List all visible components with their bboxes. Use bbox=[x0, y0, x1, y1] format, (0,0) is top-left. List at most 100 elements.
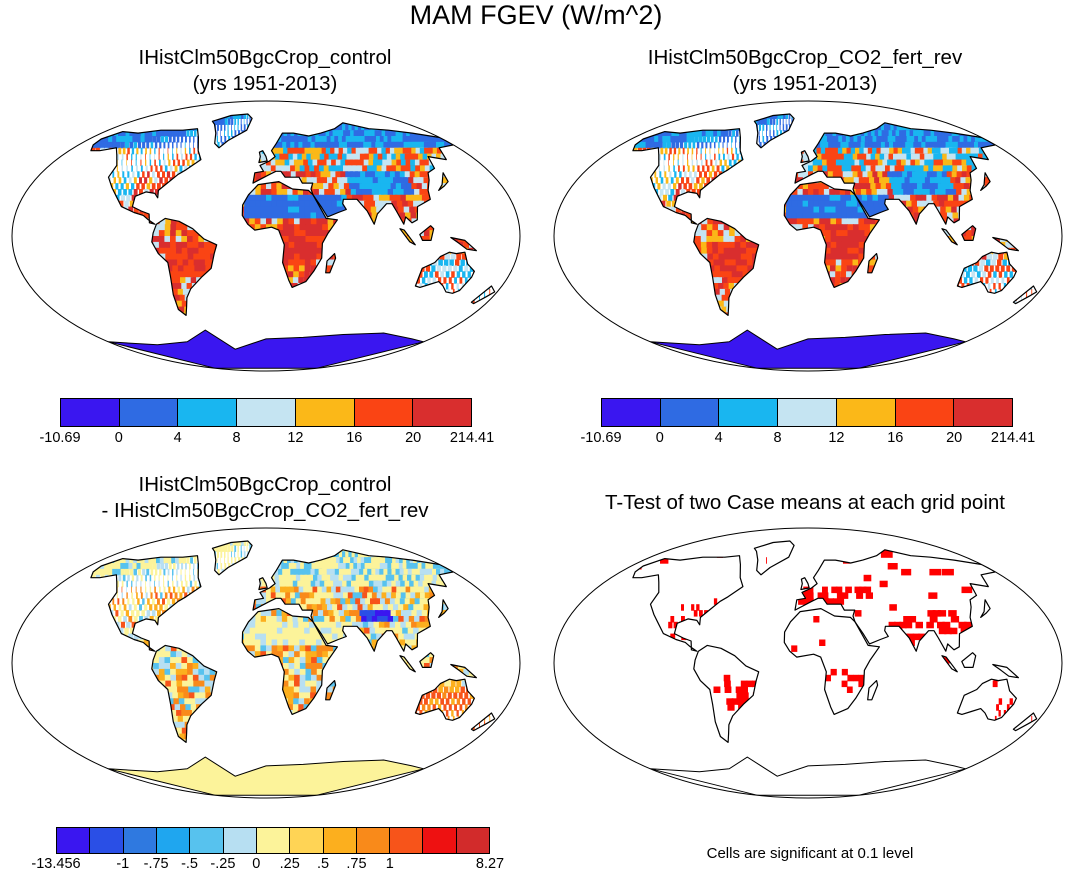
colorbar-abs-2 bbox=[601, 398, 1013, 427]
colorbar-swatch-1 bbox=[660, 399, 720, 426]
panel-3-title: IHistClm50BgcCrop_control - IHistClm50Bg… bbox=[60, 472, 470, 524]
colorbar-diff bbox=[56, 827, 490, 854]
colorbar-swatch-1 bbox=[90, 828, 124, 853]
colorbar-swatch-7 bbox=[290, 828, 324, 853]
colorbar-swatch-2 bbox=[123, 828, 157, 853]
colorbar-swatch-9 bbox=[356, 828, 391, 853]
coast-eurasia bbox=[252, 549, 454, 652]
coastlines bbox=[90, 113, 496, 316]
colorbar-label-8: .75 bbox=[346, 856, 367, 872]
colorbar-label-2: -.75 bbox=[143, 856, 169, 872]
coast-australia bbox=[414, 251, 475, 294]
coast-sumatra bbox=[399, 655, 416, 673]
coast-newguinea bbox=[450, 663, 477, 679]
map-border bbox=[11, 527, 521, 799]
coastlines bbox=[632, 113, 1038, 316]
coast-greenland bbox=[753, 540, 795, 576]
colorbar-label-6: 20 bbox=[405, 430, 422, 446]
colorbar-label-0: -10.69 bbox=[580, 430, 622, 446]
colorbar-label-10: 8.27 bbox=[475, 856, 505, 872]
coast-borneo bbox=[961, 225, 977, 241]
colorbar-label-1: 0 bbox=[655, 430, 664, 446]
colorbar-label-4: 12 bbox=[828, 430, 845, 446]
map-panel-3 bbox=[11, 527, 521, 799]
coast-sumatra bbox=[399, 228, 416, 246]
colorbar-swatch-11 bbox=[423, 828, 457, 853]
coast-madagascar bbox=[325, 680, 337, 701]
coast-greenland bbox=[211, 113, 253, 149]
coast-nz bbox=[470, 712, 496, 732]
colorbar-label-3: 8 bbox=[773, 430, 782, 446]
colorbar-label-2: 4 bbox=[173, 430, 182, 446]
colorbar-swatch-2 bbox=[178, 399, 238, 426]
colorbar-label-5: 0 bbox=[252, 856, 261, 872]
colorbar-swatch-12 bbox=[456, 828, 490, 853]
coast-samerica bbox=[693, 644, 760, 743]
ocean bbox=[554, 528, 1062, 798]
coast-uk bbox=[800, 150, 810, 164]
colorbar-label-0: -13.456 bbox=[31, 856, 81, 872]
coastlines bbox=[90, 540, 496, 743]
coast-japan bbox=[980, 599, 991, 619]
map-border bbox=[553, 100, 1063, 372]
coast-eurasia bbox=[794, 122, 996, 225]
colorbar-swatch-4 bbox=[295, 399, 355, 426]
coast-eurasia bbox=[252, 122, 454, 225]
colorbar-swatch-10 bbox=[390, 828, 424, 853]
colorbar-label-7: 214.41 bbox=[449, 430, 495, 446]
map-panel-1 bbox=[11, 100, 521, 372]
colorbar-label-4: 12 bbox=[287, 430, 304, 446]
colorbar-swatch-6 bbox=[954, 399, 1013, 426]
colorbar-swatch-2 bbox=[719, 399, 779, 426]
coast-borneo bbox=[419, 225, 435, 241]
coast-sumatra bbox=[941, 228, 958, 246]
coast-greenland bbox=[211, 540, 253, 576]
coast-samerica bbox=[151, 217, 218, 316]
panel-1-title-line1: IHistClm50BgcCrop_control bbox=[138, 46, 392, 69]
coast-greenland bbox=[753, 113, 795, 149]
colorbar-swatch-5 bbox=[223, 828, 257, 853]
coast-nz bbox=[1012, 712, 1038, 732]
coast-japan bbox=[980, 172, 991, 192]
colorbar-swatch-6 bbox=[256, 828, 291, 853]
colorbar-label-4: -.25 bbox=[210, 856, 236, 872]
coast-africa bbox=[241, 607, 338, 715]
colorbar-label-6: 20 bbox=[946, 430, 963, 446]
coast-eurasia bbox=[794, 549, 996, 652]
coast-australia bbox=[956, 251, 1017, 294]
coast-borneo bbox=[419, 652, 435, 668]
coast-japan bbox=[438, 599, 449, 619]
coast-madagascar bbox=[867, 680, 879, 701]
coast-uk bbox=[258, 150, 268, 164]
panel-2-title: IHistClm50BgcCrop_CO2_fert_rev (yrs 1951… bbox=[600, 45, 1010, 97]
colorbar-swatch-0 bbox=[57, 828, 91, 853]
panel-2-title-line1: IHistClm50BgcCrop_CO2_fert_rev bbox=[647, 46, 963, 69]
coastlines bbox=[632, 540, 1038, 743]
coast-madagascar bbox=[867, 253, 879, 274]
colorbar-label-7: .5 bbox=[317, 856, 330, 872]
map-border bbox=[11, 100, 521, 372]
colorbar-swatch-5 bbox=[354, 399, 414, 426]
panel-4-title: T-Test of two Case means at each grid po… bbox=[605, 491, 1005, 514]
coast-newguinea bbox=[450, 236, 477, 252]
colorbar-abs-2-labels: -10.69 0 4 8 12 16 20 214.41 bbox=[580, 430, 1035, 450]
coast-australia bbox=[414, 678, 475, 721]
coast-madagascar bbox=[325, 253, 337, 274]
coast-sumatra bbox=[941, 655, 958, 673]
colorbar-swatch-3 bbox=[237, 399, 296, 426]
colorbar-label-5: 16 bbox=[346, 430, 363, 446]
colorbar-swatch-4 bbox=[836, 399, 896, 426]
colorbar-label-3: -.5 bbox=[181, 856, 198, 872]
coast-namerica bbox=[90, 128, 202, 225]
colorbar-swatch-8 bbox=[323, 828, 357, 853]
antarctica bbox=[108, 756, 424, 796]
panel-3-title-line2: - IHistClm50BgcCrop_CO2_fert_rev bbox=[101, 499, 429, 522]
coast-borneo bbox=[961, 652, 977, 668]
panel-1-title: IHistClm50BgcCrop_control (yrs 1951-2013… bbox=[60, 45, 470, 97]
colorbar-abs-1-labels: -10.69 0 4 8 12 16 20 214.41 bbox=[39, 430, 494, 450]
colorbar-swatch-0 bbox=[602, 399, 661, 426]
map-border bbox=[553, 527, 1063, 799]
coast-newguinea bbox=[992, 236, 1019, 252]
coast-japan bbox=[438, 172, 449, 192]
map-panel-4 bbox=[553, 527, 1063, 799]
